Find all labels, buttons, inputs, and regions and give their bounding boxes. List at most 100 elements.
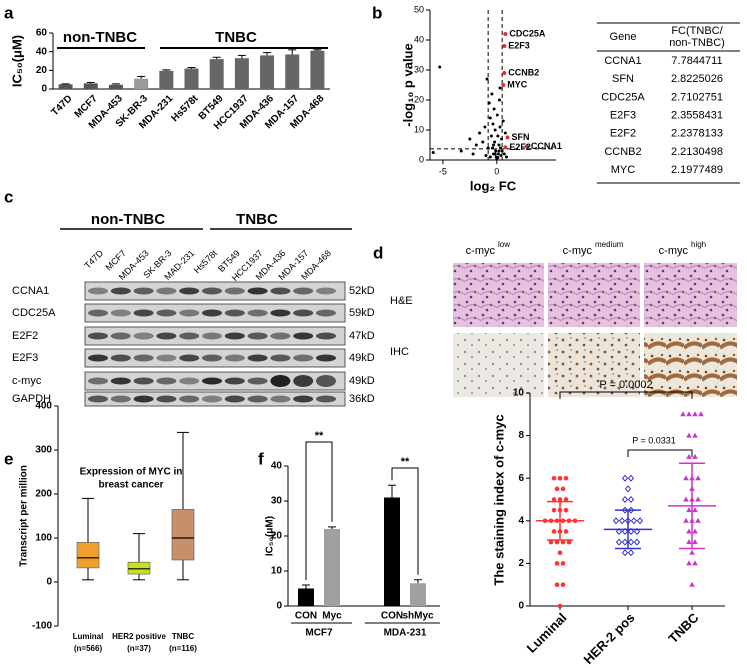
blot-band — [247, 332, 268, 340]
highlight-point — [505, 135, 510, 140]
dot — [692, 432, 698, 438]
size-label: 49kD — [349, 375, 375, 387]
point — [499, 146, 503, 150]
blot-band — [224, 377, 245, 385]
blot-band — [110, 332, 131, 340]
dot — [627, 474, 635, 482]
table-cell: 2.3558431 — [671, 110, 723, 122]
bar — [134, 78, 149, 89]
box — [76, 542, 100, 569]
point — [493, 128, 497, 132]
highlight-point — [524, 144, 529, 149]
point — [495, 113, 499, 117]
y-tick-label: 10 — [414, 124, 424, 134]
y-axis-label: IC₅₀(μM) — [9, 35, 24, 87]
size-label: 52kD — [349, 285, 375, 297]
dot — [621, 495, 629, 504]
dot — [554, 486, 560, 492]
y-tick-label: 60 — [36, 28, 48, 39]
dot — [554, 582, 560, 587]
dot — [563, 475, 569, 481]
y-tick-label: 0 — [41, 84, 47, 95]
blot-band — [316, 287, 336, 295]
column-label: c-myc — [466, 245, 496, 257]
column-label: c-myc — [563, 245, 593, 257]
dot — [563, 507, 569, 513]
blot-band — [270, 375, 291, 387]
x-tick-label: Myc — [322, 611, 342, 622]
dot — [692, 560, 698, 566]
blot-band — [224, 287, 245, 295]
he-image-high — [644, 263, 737, 327]
blot-band — [247, 309, 268, 317]
blot-band — [270, 332, 291, 340]
blot-band — [88, 395, 108, 403]
point — [490, 92, 494, 96]
y-tick-label: 8 — [518, 430, 524, 441]
ihc-image-medium — [548, 333, 640, 397]
point — [483, 125, 487, 129]
dot — [548, 539, 554, 545]
y-tick-label: 0 — [419, 154, 424, 164]
dot — [551, 475, 557, 481]
point — [497, 143, 501, 147]
x-tick-label: Hs578t — [170, 93, 201, 124]
dot — [554, 561, 560, 566]
chart-title: breast cancer — [98, 480, 163, 491]
y-axis-label: IC₅₀(μM) — [265, 516, 276, 556]
y-tick-label: 4 — [518, 515, 524, 526]
y-tick-label: 30 — [414, 64, 424, 74]
blot-band — [156, 395, 177, 403]
point — [431, 151, 435, 154]
blot-band — [316, 332, 336, 340]
blot-band — [88, 354, 108, 362]
blot-band — [293, 375, 314, 387]
table-cell: CCNA1 — [604, 55, 641, 67]
dot — [630, 517, 638, 525]
protein-label: CCNA1 — [12, 285, 49, 297]
blot-band — [270, 354, 291, 362]
dot — [692, 539, 698, 545]
dot — [551, 529, 557, 534]
dot — [698, 411, 704, 417]
point — [471, 152, 475, 156]
panel-label: f — [258, 449, 264, 468]
bar — [410, 583, 426, 606]
p-value-label: P = 0.0331 — [632, 435, 676, 445]
point — [468, 137, 472, 141]
bar — [260, 55, 275, 89]
y-tick-label: 10 — [271, 566, 283, 577]
table-cell: E2F2 — [610, 128, 636, 140]
dot — [686, 453, 692, 459]
dot — [695, 517, 701, 523]
point — [497, 149, 501, 153]
bar — [234, 58, 249, 89]
highlight-point — [502, 71, 507, 75]
histology-images — [453, 263, 737, 397]
group-label: MDA-231 — [384, 628, 427, 639]
dot — [621, 549, 629, 557]
blot-band — [202, 395, 222, 403]
x-tick-label: 0 — [494, 166, 499, 176]
blot-band — [293, 287, 314, 295]
table-cell: 2.7102751 — [671, 91, 723, 103]
dot — [624, 485, 632, 493]
ihc-image-high — [644, 333, 737, 397]
protein-label: CDC25A — [12, 307, 56, 319]
blot-band — [293, 309, 314, 317]
bar — [298, 588, 314, 606]
highlight-point — [503, 32, 508, 36]
dot — [686, 507, 692, 513]
blot-band — [179, 309, 200, 317]
blot-band — [110, 309, 131, 317]
point — [492, 143, 496, 147]
dot — [621, 538, 629, 546]
point — [478, 131, 482, 135]
blot-band — [247, 287, 268, 295]
point — [490, 146, 494, 150]
dot — [692, 507, 698, 513]
blot-band — [202, 309, 222, 317]
point — [497, 98, 501, 102]
ihc-image-low — [453, 333, 544, 397]
point — [501, 119, 505, 123]
